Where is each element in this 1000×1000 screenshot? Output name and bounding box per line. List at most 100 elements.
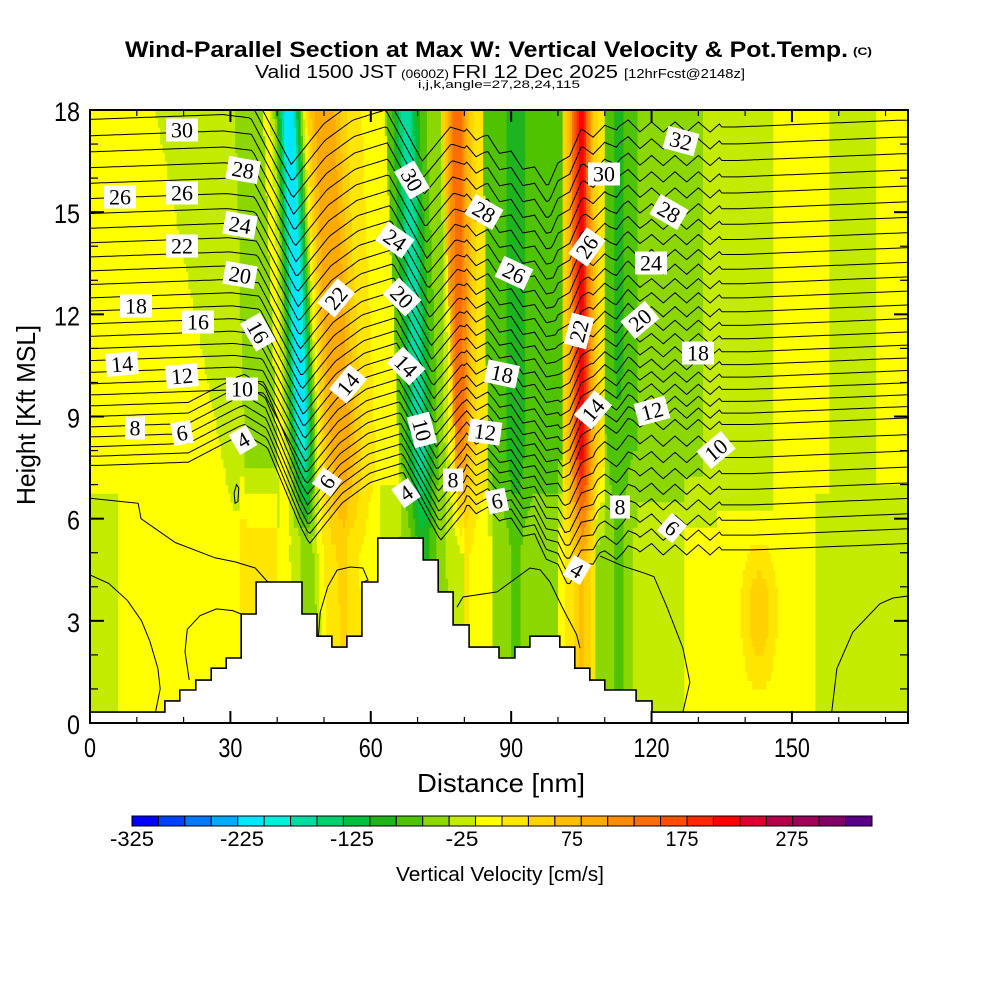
velocity-cell bbox=[623, 595, 634, 605]
velocity-cell bbox=[288, 518, 295, 528]
velocity-cell bbox=[239, 501, 278, 511]
velocity-cell bbox=[291, 442, 295, 452]
velocity-cell bbox=[471, 382, 477, 392]
velocity-cell bbox=[298, 442, 302, 452]
velocity-cell bbox=[394, 339, 398, 349]
velocity-cell bbox=[593, 271, 596, 281]
velocity-cell bbox=[455, 280, 463, 290]
velocity-cell bbox=[354, 459, 363, 469]
velocity-cell bbox=[773, 484, 830, 494]
velocity-cell bbox=[312, 135, 318, 145]
velocity-cell bbox=[815, 697, 908, 707]
velocity-cell bbox=[426, 280, 433, 290]
velocity-cell bbox=[284, 425, 288, 435]
velocity-cell bbox=[314, 382, 318, 392]
velocity-cell bbox=[464, 527, 475, 537]
velocity-cell bbox=[529, 501, 559, 511]
velocity-cell bbox=[525, 246, 564, 256]
velocity-cell bbox=[398, 467, 405, 477]
velocity-cell bbox=[829, 271, 877, 281]
velocity-cell bbox=[597, 144, 606, 154]
velocity-cell bbox=[300, 169, 304, 179]
velocity-cell bbox=[469, 305, 472, 315]
velocity-cell bbox=[464, 263, 470, 273]
velocity-cell bbox=[464, 254, 470, 264]
velocity-cell bbox=[590, 288, 594, 298]
velocity-cell bbox=[447, 356, 451, 367]
velocity-cell bbox=[450, 373, 454, 384]
velocity-cell bbox=[623, 135, 639, 145]
velocity-cell bbox=[775, 646, 816, 656]
velocity-cell bbox=[583, 654, 592, 664]
velocity-cell bbox=[525, 203, 564, 213]
velocity-cell bbox=[352, 476, 363, 486]
velocity-cell bbox=[506, 178, 526, 188]
velocity-cell bbox=[815, 646, 908, 656]
velocity-cell bbox=[272, 314, 281, 324]
velocity-cell bbox=[703, 280, 774, 290]
colorbar-box bbox=[739, 815, 767, 827]
velocity-cell bbox=[583, 484, 587, 494]
velocity-cell bbox=[90, 331, 201, 341]
velocity-cell bbox=[471, 246, 477, 256]
velocity-cell bbox=[569, 407, 573, 418]
velocity-cell bbox=[237, 203, 269, 213]
velocity-cell bbox=[291, 569, 302, 579]
velocity-cell bbox=[295, 118, 299, 128]
velocity-cell bbox=[593, 348, 596, 358]
velocity-cell bbox=[476, 263, 487, 273]
velocity-cell bbox=[305, 186, 309, 196]
velocity-cell bbox=[562, 246, 568, 256]
velocity-cell bbox=[347, 620, 363, 630]
velocity-cell bbox=[466, 195, 472, 205]
velocity-cell bbox=[623, 561, 634, 571]
velocity-cell bbox=[431, 390, 437, 401]
velocity-cell bbox=[300, 212, 304, 222]
velocity-cell bbox=[586, 459, 589, 469]
velocity-cell bbox=[396, 110, 400, 120]
velocity-cell bbox=[408, 348, 414, 358]
velocity-cell bbox=[291, 493, 297, 503]
velocity-cell bbox=[574, 263, 578, 273]
velocity-cell bbox=[450, 118, 454, 128]
velocity-cell bbox=[417, 135, 421, 145]
velocity-cell bbox=[562, 263, 568, 273]
velocity-cell bbox=[462, 450, 468, 460]
velocity-cell bbox=[429, 331, 435, 341]
velocity-cell bbox=[279, 484, 288, 494]
velocity-cell bbox=[773, 407, 830, 418]
velocity-cell bbox=[312, 127, 316, 137]
velocity-cell bbox=[464, 510, 470, 520]
velocity-cell bbox=[307, 382, 311, 392]
velocity-cell bbox=[316, 161, 337, 171]
velocity-cell bbox=[90, 603, 119, 613]
contour-label: 12 bbox=[165, 363, 199, 389]
contour-label-box bbox=[573, 390, 613, 430]
velocity-cell bbox=[316, 314, 320, 324]
velocity-cell bbox=[314, 552, 320, 562]
velocity-cell bbox=[314, 501, 320, 511]
velocity-cell bbox=[773, 416, 830, 426]
velocity-cell bbox=[579, 578, 585, 588]
velocity-cell bbox=[462, 203, 465, 213]
contour-label-box bbox=[443, 468, 463, 492]
contour-label-box bbox=[375, 221, 415, 259]
velocity-cell bbox=[328, 510, 339, 520]
velocity-cell bbox=[347, 569, 360, 579]
contour-label: 8 bbox=[610, 495, 630, 520]
velocity-cell bbox=[574, 110, 578, 120]
velocity-cell bbox=[586, 271, 589, 281]
velocity-cell bbox=[590, 271, 594, 281]
velocity-cell bbox=[829, 331, 877, 341]
velocity-cell bbox=[588, 442, 592, 452]
velocity-cell bbox=[829, 144, 877, 154]
velocity-cell bbox=[288, 339, 292, 349]
velocity-cell bbox=[284, 118, 288, 128]
velocity-cell bbox=[637, 348, 704, 358]
velocity-cell bbox=[445, 152, 449, 162]
velocity-cell bbox=[469, 629, 494, 639]
velocity-cell bbox=[405, 501, 414, 511]
velocity-cell bbox=[595, 459, 599, 469]
velocity-cell bbox=[307, 339, 311, 349]
velocity-cell bbox=[338, 178, 344, 188]
